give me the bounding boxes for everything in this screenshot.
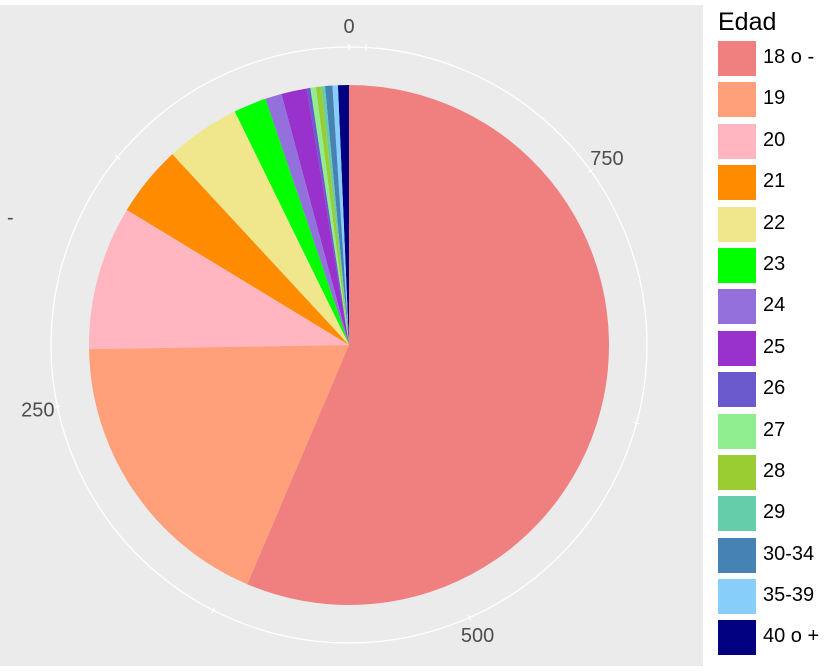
pie-slice-35-39 bbox=[332, 85, 349, 345]
theta-tick-label: 750 bbox=[590, 148, 623, 170]
legend-item: 27 bbox=[718, 411, 836, 452]
legend-label: 35-39 bbox=[763, 584, 815, 607]
grid-tick bbox=[54, 405, 61, 408]
theta-tick-label: 500 bbox=[461, 625, 494, 647]
legend-label: 18 o - bbox=[763, 46, 815, 68]
legend-item: 18 o - bbox=[718, 38, 836, 79]
legend-key bbox=[718, 579, 756, 615]
legend-label: 27 bbox=[763, 418, 786, 441]
legend-label: 23 bbox=[763, 252, 786, 275]
legend-key bbox=[718, 413, 756, 449]
grid-tick bbox=[633, 421, 640, 425]
legend-key bbox=[718, 165, 756, 201]
grid-layer bbox=[50, 44, 648, 644]
grid-tick bbox=[467, 614, 472, 621]
legend-key bbox=[718, 289, 756, 325]
legend-label: 19 bbox=[763, 87, 786, 110]
legend-label: 40 o + bbox=[763, 625, 820, 648]
legend-label: 24 bbox=[763, 294, 786, 317]
legend-item: 24 bbox=[718, 286, 836, 327]
legend-label: 30-34 bbox=[763, 542, 815, 565]
theta-tick-label: 250 bbox=[21, 400, 54, 422]
theta-tick-label: 0 bbox=[343, 16, 354, 38]
legend-item: 29 bbox=[718, 493, 836, 534]
slice-layer bbox=[89, 85, 610, 606]
legend-item: 22 bbox=[718, 204, 836, 245]
legend-key bbox=[718, 620, 756, 656]
legend-item: 23 bbox=[718, 245, 836, 286]
pie-slice-23 bbox=[234, 98, 349, 346]
legend-key bbox=[718, 206, 756, 242]
legend-title: Edad bbox=[718, 8, 777, 36]
tick-layer: 0 250 500 750 bbox=[21, 16, 624, 647]
grid-tick bbox=[211, 607, 216, 614]
pie-slice-20 bbox=[89, 209, 349, 350]
pie-slice-22 bbox=[172, 111, 349, 345]
pie-slice-27 bbox=[310, 87, 349, 346]
legend-label: 25 bbox=[763, 335, 786, 358]
grid-tick bbox=[587, 168, 594, 174]
legend-key bbox=[718, 496, 756, 532]
pie-slice-26 bbox=[306, 87, 349, 345]
pie-slice-40-o bbox=[337, 85, 349, 345]
pie-slice-25 bbox=[281, 88, 349, 345]
legend-key bbox=[718, 537, 756, 573]
legend-key bbox=[718, 123, 756, 159]
left-stray-tick: - bbox=[7, 207, 14, 229]
legend-item: 35-39 bbox=[718, 576, 836, 617]
legend-label: 20 bbox=[763, 128, 786, 151]
legend: Edad 18 o - 19 20 21 22 23 24 25 26 27 28 29 30-34 35… bbox=[718, 6, 836, 659]
legend-item: 20 bbox=[718, 121, 836, 162]
legend-item: 30-34 bbox=[718, 535, 836, 576]
legend-key bbox=[718, 454, 756, 490]
legend-item: 21 bbox=[718, 162, 836, 203]
legend-label: 21 bbox=[763, 170, 786, 193]
legend-item: 19 bbox=[718, 79, 836, 120]
pie-slice-18-o bbox=[247, 85, 610, 606]
pie-slice-28 bbox=[315, 86, 349, 346]
legend-item: 28 bbox=[718, 452, 836, 493]
legend-item: 40 o + bbox=[718, 617, 836, 658]
legend-label: 29 bbox=[763, 501, 786, 524]
legend-key bbox=[718, 372, 756, 408]
legend-label: 26 bbox=[763, 377, 786, 400]
pie-slice-19 bbox=[89, 345, 349, 585]
legend-key bbox=[718, 82, 756, 118]
pie-slice-21 bbox=[126, 154, 350, 345]
pie-slice-29 bbox=[321, 86, 349, 345]
legend-item: 25 bbox=[718, 328, 836, 369]
legend-label: 22 bbox=[763, 211, 786, 234]
legend-label: 28 bbox=[763, 459, 786, 482]
pie-slice-24 bbox=[265, 93, 349, 345]
legend-key bbox=[718, 330, 756, 366]
pie-slice-30-34 bbox=[324, 85, 349, 345]
legend-key bbox=[718, 41, 756, 76]
legend-key bbox=[718, 247, 756, 283]
legend-item: 26 bbox=[718, 369, 836, 410]
grid-tick bbox=[114, 154, 121, 160]
legend-items: 18 o - 19 20 21 22 23 24 25 26 27 28 29 30-34 35-39 40… bbox=[718, 38, 836, 659]
